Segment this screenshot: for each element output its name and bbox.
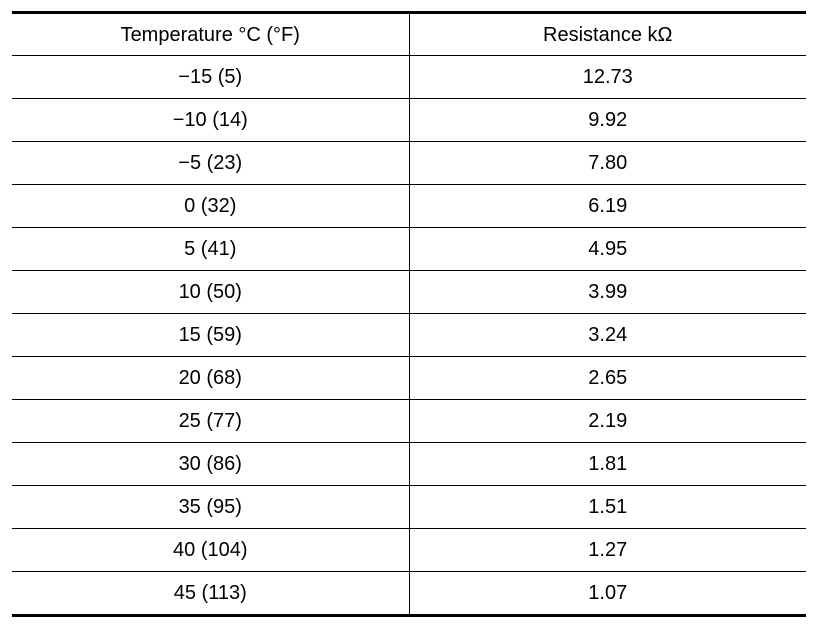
temperature-cell: 5 (41) (12, 227, 410, 271)
table-body: −15 (5) 12.73 −10 (14) 9.92 −5 (23) 7.80 0 (32… (12, 55, 806, 616)
temperature-cell: 0 (32) (12, 184, 410, 228)
temperature-cell: −15 (5) (12, 55, 410, 99)
resistance-cell: 3.24 (409, 313, 806, 357)
header-row: Temperature °C (°F) Resistance kΩ (12, 12, 806, 56)
temperature-cell: 35 (95) (12, 485, 410, 529)
resistance-cell: 2.65 (409, 356, 806, 400)
resistance-cell: 12.73 (409, 55, 806, 99)
resistance-cell: 6.19 (409, 184, 806, 228)
table-row: 10 (50) 3.99 (12, 270, 806, 314)
table-row: 25 (77) 2.19 (12, 399, 806, 443)
table-row: 40 (104) 1.27 (12, 528, 806, 572)
temperature-cell: 45 (113) (12, 571, 410, 616)
table-row: 0 (32) 6.19 (12, 184, 806, 228)
resistance-cell: 3.99 (409, 270, 806, 314)
table-row: 20 (68) 2.65 (12, 356, 806, 400)
header-resistance: Resistance kΩ (409, 12, 806, 56)
resistance-cell: 2.19 (409, 399, 806, 443)
resistance-cell: 1.81 (409, 442, 806, 486)
resistance-cell: 7.80 (409, 141, 806, 185)
table-header: Temperature °C (°F) Resistance kΩ (12, 12, 806, 56)
table-row: −10 (14) 9.92 (12, 98, 806, 142)
table-row: 30 (86) 1.81 (12, 442, 806, 486)
table-row: 15 (59) 3.24 (12, 313, 806, 357)
table-row: −15 (5) 12.73 (12, 55, 806, 99)
temperature-cell: 20 (68) (12, 356, 410, 400)
temperature-cell: 30 (86) (12, 442, 410, 486)
table-row: 35 (95) 1.51 (12, 485, 806, 529)
table-row: −5 (23) 7.80 (12, 141, 806, 185)
resistance-cell: 4.95 (409, 227, 806, 271)
temperature-cell: 10 (50) (12, 270, 410, 314)
resistance-cell: 1.07 (588, 582, 628, 604)
header-temperature: Temperature °C (°F) (12, 12, 410, 56)
resistance-cell: 9.92 (409, 98, 806, 142)
temperature-resistance-table: Temperature °C (°F) Resistance kΩ −15 (5… (12, 11, 806, 617)
temperature-cell: 25 (77) (12, 399, 410, 443)
temperature-cell: 40 (104) (12, 528, 410, 572)
temperature-cell: −5 (23) (12, 141, 410, 185)
table-row: 45 (113) 1.07 (12, 571, 806, 616)
temperature-cell: 15 (59) (12, 313, 410, 357)
resistance-cell: 1.51 (409, 485, 806, 529)
temperature-cell: −10 (14) (12, 98, 410, 142)
resistance-cell: 1.27 (409, 528, 806, 572)
table-row: 5 (41) 4.95 (12, 227, 806, 271)
